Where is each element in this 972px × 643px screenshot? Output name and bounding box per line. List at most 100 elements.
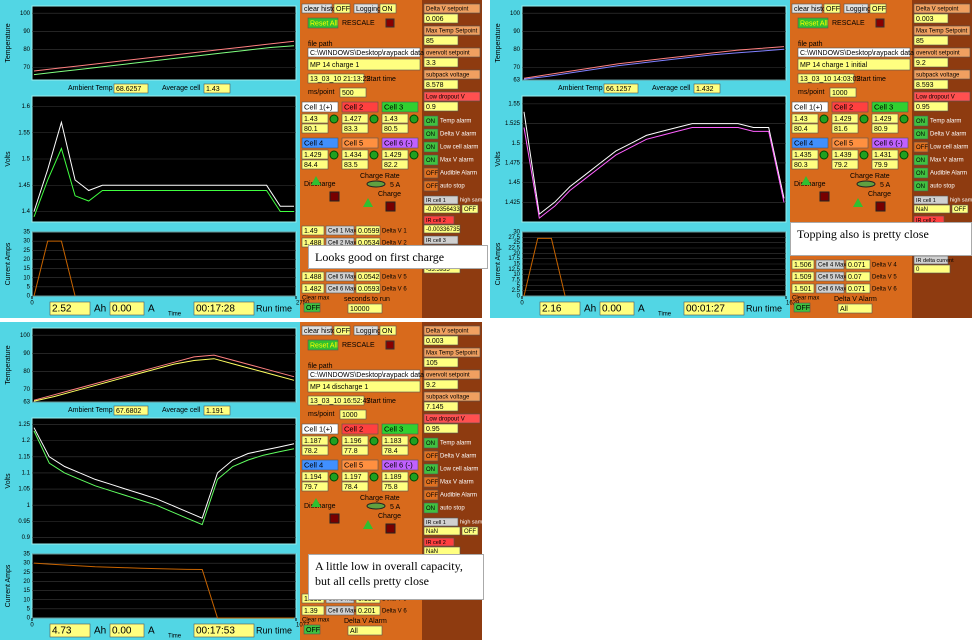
clear-max-box[interactable]: [793, 302, 811, 313]
clear-max-box[interactable]: [303, 302, 321, 313]
clear-history[interactable]: OFF: [826, 6, 840, 13]
alarm-state-box[interactable]: [423, 437, 439, 449]
high-sample[interactable]: OFF: [464, 207, 476, 213]
reset-all-box[interactable]: [797, 17, 829, 29]
alarm-state[interactable]: ON: [426, 132, 435, 138]
reset-all[interactable]: Reset All: [310, 342, 338, 349]
clear-history[interactable]: OFF: [336, 6, 350, 13]
alarm-state-box[interactable]: [423, 154, 439, 166]
y-tick-label: 1.525: [505, 121, 521, 127]
cell-voltage-box: [381, 149, 409, 160]
clear-history[interactable]: OFF: [336, 328, 350, 335]
high-sample[interactable]: OFF: [954, 207, 966, 213]
rescale-button[interactable]: [385, 340, 395, 350]
alarm-state-box[interactable]: [913, 128, 929, 140]
discharge-button[interactable]: [819, 191, 830, 202]
y-tick-label: 20: [23, 257, 30, 263]
alarm-state-box[interactable]: [423, 450, 439, 462]
cell-max-box: [301, 225, 325, 236]
alarm-state-box[interactable]: [423, 180, 439, 192]
alarm-state-box[interactable]: [913, 115, 929, 127]
discharge-button[interactable]: [329, 191, 340, 202]
cell-name: Cell 2: [834, 102, 853, 111]
logging-box[interactable]: [869, 3, 887, 14]
alarm-state[interactable]: ON: [426, 441, 435, 447]
alarm-state[interactable]: ON: [916, 132, 925, 138]
charge-rate-slider[interactable]: [366, 502, 386, 510]
clear-max-box[interactable]: [303, 624, 321, 635]
alarm-state[interactable]: OFF: [426, 454, 438, 460]
y-tick-label: 25: [23, 570, 30, 576]
alarm-state-box[interactable]: [423, 115, 439, 127]
alarm-state[interactable]: ON: [916, 184, 925, 190]
alarm-state-box[interactable]: [913, 154, 929, 166]
logging[interactable]: ON: [382, 328, 393, 335]
alarm-state[interactable]: OFF: [426, 493, 438, 499]
alarm-state-box[interactable]: [913, 180, 929, 192]
logging-box[interactable]: [379, 3, 397, 14]
clear-max[interactable]: OFF: [306, 305, 320, 312]
alarm-state[interactable]: ON: [426, 158, 435, 164]
trace: [33, 147, 294, 217]
x-tick-label: 1629: [786, 301, 800, 307]
setpoint-value: 3.3: [426, 60, 436, 67]
alarm-state[interactable]: ON: [916, 119, 925, 125]
charge-button[interactable]: [385, 523, 396, 534]
alarm-state[interactable]: ON: [916, 171, 925, 177]
charge-button[interactable]: [385, 201, 396, 212]
discharge-button[interactable]: [329, 513, 340, 524]
alarm-state-box[interactable]: [423, 502, 439, 514]
alarm-state-box[interactable]: [423, 489, 439, 501]
alarm-state-box[interactable]: [423, 463, 439, 475]
alarm-state-box[interactable]: [423, 476, 439, 488]
reset-all-box[interactable]: [307, 17, 339, 29]
clear-max[interactable]: OFF: [306, 627, 320, 634]
high-sample[interactable]: OFF: [464, 529, 476, 535]
cell-name-box: [341, 101, 379, 113]
reset-all-box[interactable]: [307, 339, 339, 351]
alarm-state[interactable]: OFF: [426, 480, 438, 486]
alarm-state-box[interactable]: [423, 128, 439, 140]
high-sample-box[interactable]: [951, 204, 969, 214]
charge-button[interactable]: [875, 201, 886, 212]
cell-lamp: [409, 114, 419, 124]
alarm-state[interactable]: OFF: [426, 184, 438, 190]
cell-name-box: [301, 101, 339, 113]
delta-v-label: Delta V 1: [382, 229, 407, 235]
charge-rate-slider[interactable]: [366, 180, 386, 188]
alarm-state[interactable]: ON: [426, 467, 435, 473]
clear-history-label: clear history: [304, 328, 342, 335]
alarm-state-box[interactable]: [913, 141, 929, 153]
rescale-button[interactable]: [385, 18, 395, 28]
clear-history-box[interactable]: [823, 3, 841, 14]
logging[interactable]: ON: [382, 6, 393, 13]
cell-lamp: [819, 114, 829, 124]
cell-temp: 83.5: [344, 162, 358, 169]
rescale-button[interactable]: [875, 18, 885, 28]
clear-max[interactable]: OFF: [796, 305, 810, 312]
alarm-state-box[interactable]: [913, 167, 929, 179]
alarm-state[interactable]: OFF: [426, 171, 438, 177]
alarm-state-box[interactable]: [423, 167, 439, 179]
trace: [523, 111, 785, 216]
cell-voltage: 1.43: [304, 116, 318, 123]
alarm-state[interactable]: ON: [916, 158, 925, 164]
reset-all[interactable]: Reset All: [310, 20, 338, 27]
ir-value-box: [913, 264, 951, 274]
clear-history-box[interactable]: [333, 325, 351, 336]
alarm-state[interactable]: OFF: [916, 145, 928, 151]
alarm-state[interactable]: ON: [426, 506, 435, 512]
y-tick-label: 5: [27, 606, 31, 612]
high-sample-box[interactable]: [461, 204, 479, 214]
clear-history-box[interactable]: [333, 3, 351, 14]
logging-box[interactable]: [379, 325, 397, 336]
alarm-state[interactable]: ON: [426, 119, 435, 125]
reset-all[interactable]: Reset All: [800, 20, 828, 27]
logging[interactable]: OFF: [872, 6, 886, 13]
ir-label: IR cell 1: [916, 198, 936, 204]
charge-rate-slider[interactable]: [856, 180, 876, 188]
cell-temp-box: [871, 159, 899, 170]
alarm-state[interactable]: ON: [426, 145, 435, 151]
alarm-state-box[interactable]: [423, 141, 439, 153]
high-sample-box[interactable]: [461, 526, 479, 536]
